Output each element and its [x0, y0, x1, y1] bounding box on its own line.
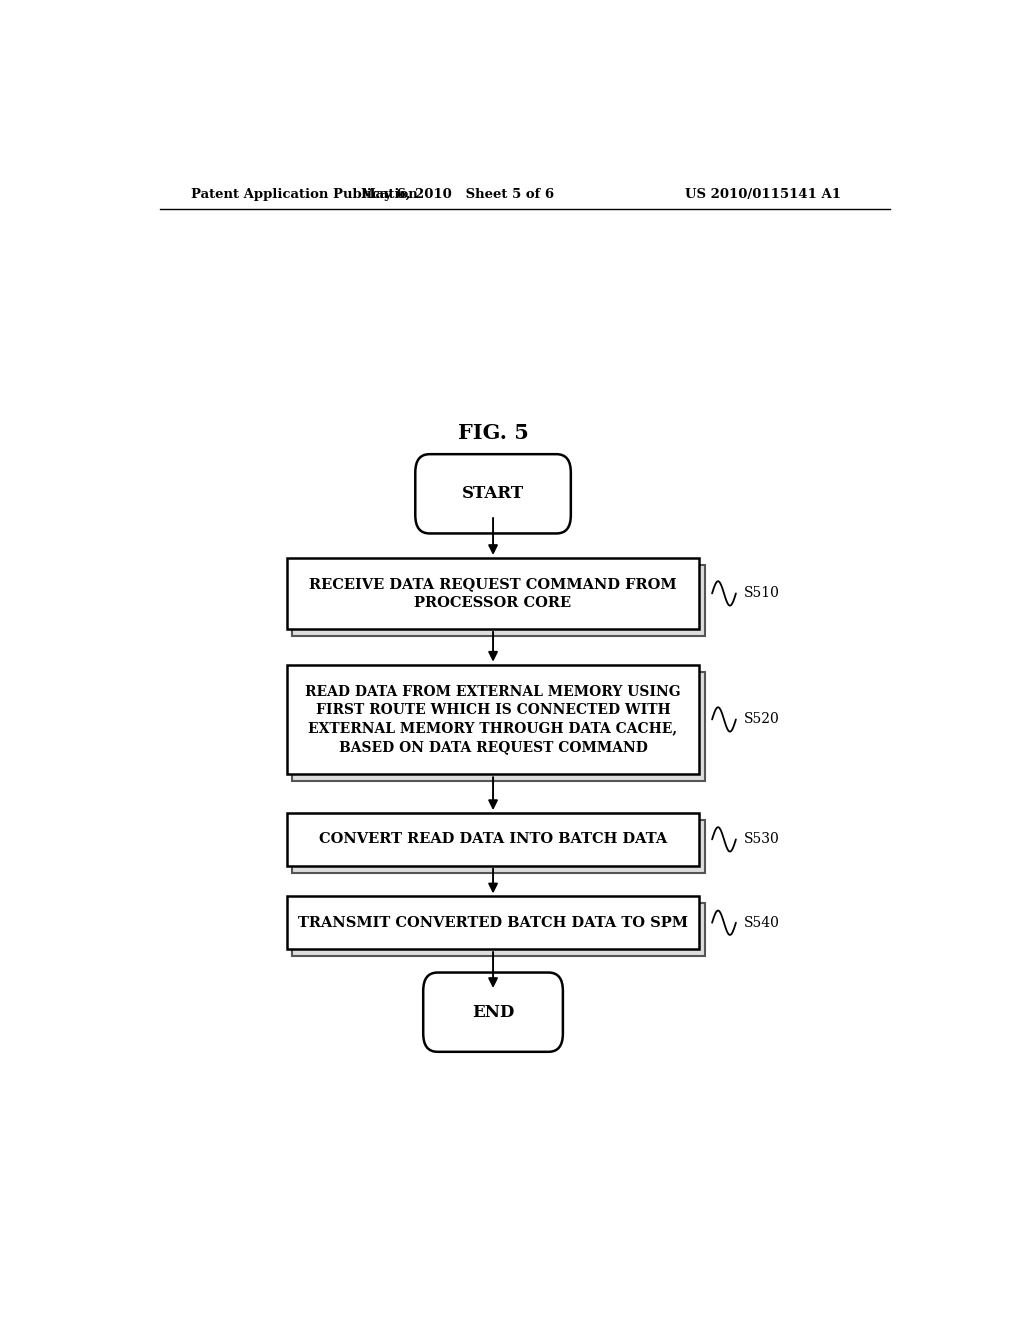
Bar: [292, 565, 705, 636]
Text: END: END: [472, 1003, 514, 1020]
Text: S530: S530: [743, 833, 779, 846]
Text: TRANSMIT CONVERTED BATCH DATA TO SPM: TRANSMIT CONVERTED BATCH DATA TO SPM: [298, 916, 688, 929]
FancyBboxPatch shape: [416, 454, 570, 533]
Text: S540: S540: [743, 916, 779, 929]
Bar: [287, 664, 699, 775]
Text: START: START: [462, 486, 524, 503]
Text: Patent Application Publication: Patent Application Publication: [191, 189, 418, 202]
Text: May 6, 2010   Sheet 5 of 6: May 6, 2010 Sheet 5 of 6: [360, 189, 554, 202]
Bar: [292, 820, 705, 873]
Bar: [287, 896, 699, 949]
Bar: [287, 813, 699, 866]
Text: S520: S520: [743, 713, 779, 726]
Text: RECEIVE DATA REQUEST COMMAND FROM
PROCESSOR CORE: RECEIVE DATA REQUEST COMMAND FROM PROCES…: [309, 577, 677, 610]
Bar: [287, 558, 699, 630]
Text: CONVERT READ DATA INTO BATCH DATA: CONVERT READ DATA INTO BATCH DATA: [318, 833, 668, 846]
FancyBboxPatch shape: [423, 973, 563, 1052]
Bar: [292, 903, 705, 956]
Text: US 2010/0115141 A1: US 2010/0115141 A1: [685, 189, 841, 202]
Text: FIG. 5: FIG. 5: [458, 422, 528, 442]
Text: S510: S510: [743, 586, 779, 601]
Bar: [292, 672, 705, 781]
Text: READ DATA FROM EXTERNAL MEMORY USING
FIRST ROUTE WHICH IS CONNECTED WITH
EXTERNA: READ DATA FROM EXTERNAL MEMORY USING FIR…: [305, 685, 681, 754]
